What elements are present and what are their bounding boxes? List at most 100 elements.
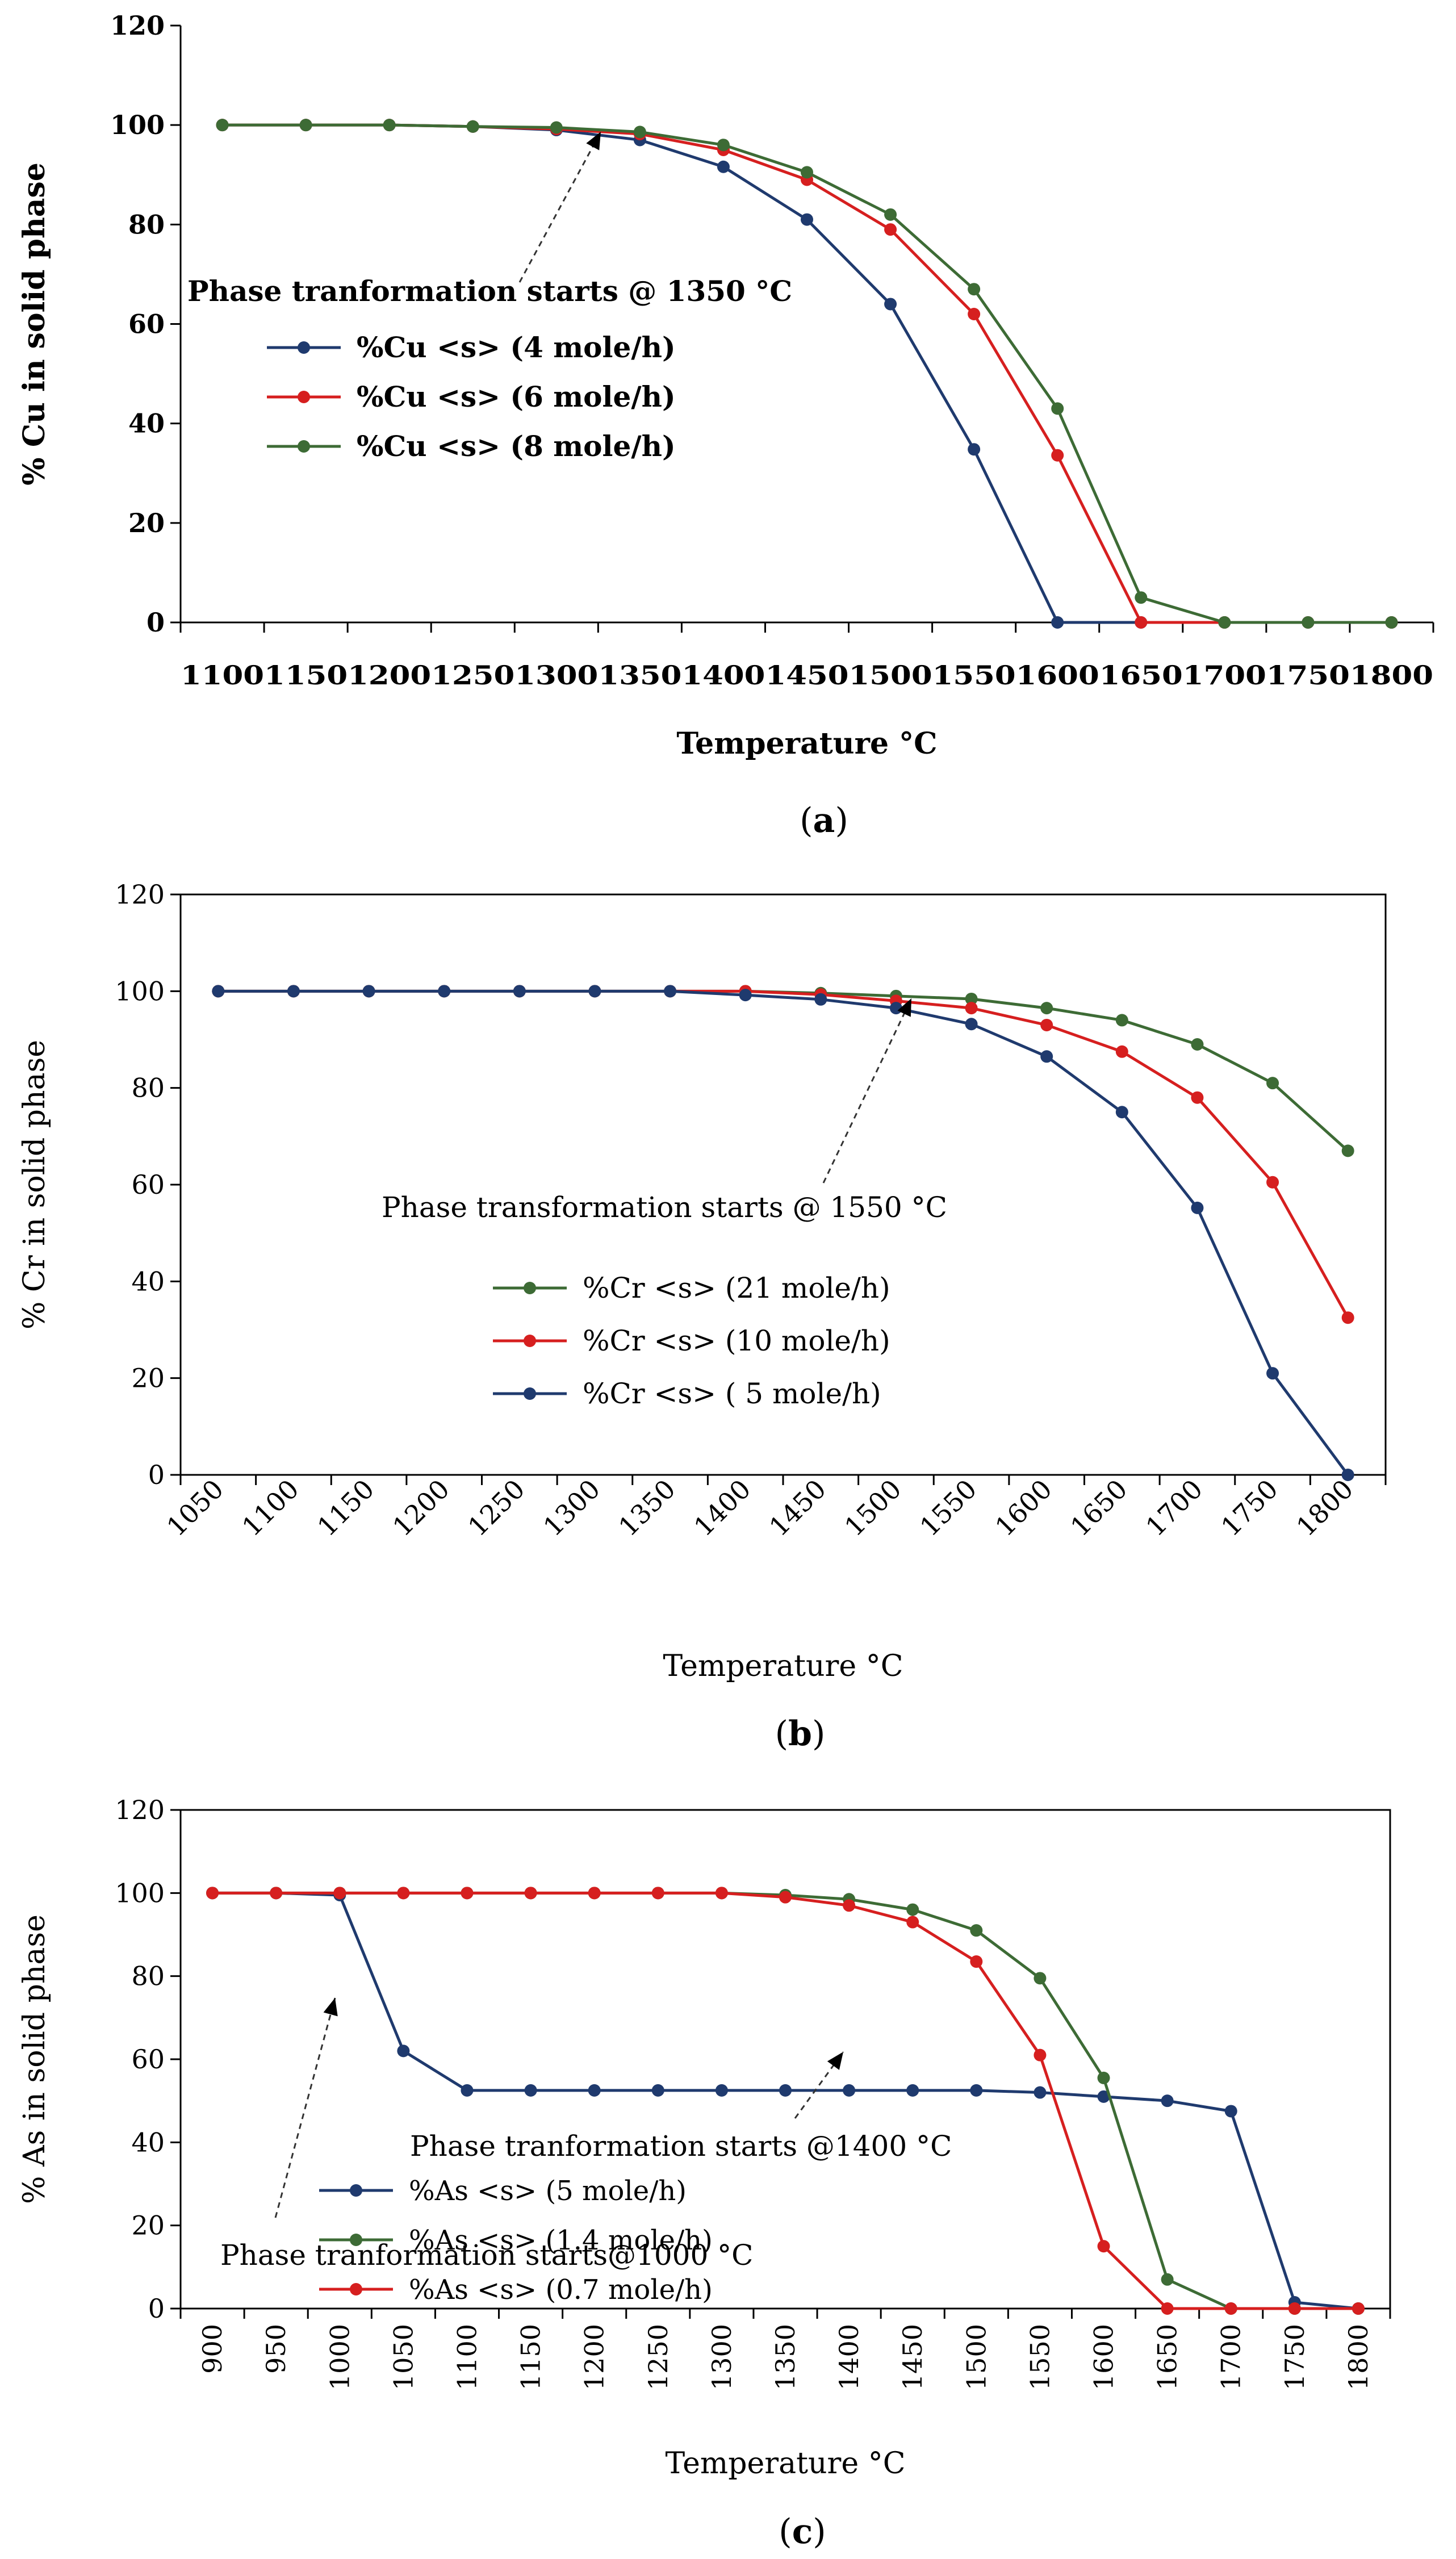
legend-marker xyxy=(350,2283,362,2295)
y-tick-label: 120 xyxy=(115,879,165,910)
data-point xyxy=(1266,1176,1279,1189)
data-point xyxy=(1341,1311,1354,1324)
x-tick-label: 1150 xyxy=(264,660,348,691)
plot-frame xyxy=(179,1809,1391,2310)
legend-item: %Cu <s> (4 mole/h) xyxy=(267,331,676,364)
y-tick-label: 40 xyxy=(131,1266,165,1297)
data-point xyxy=(970,1924,983,1937)
y-axis-label: % Cr in solid phase xyxy=(18,1040,52,1329)
data-point xyxy=(884,298,897,311)
data-point xyxy=(206,1887,219,1900)
x-tick-label: 1550 xyxy=(932,660,1016,691)
series-line xyxy=(218,989,1349,1476)
y-tick-label: 20 xyxy=(128,508,165,538)
x-tick-label: 1050 xyxy=(161,1474,229,1542)
data-point xyxy=(739,989,752,1002)
legend-marker xyxy=(350,2234,362,2246)
data-point xyxy=(1161,2094,1174,2108)
panel-label-letter: c xyxy=(792,2512,813,2552)
x-tick-label: 1400 xyxy=(681,660,765,691)
x-tick-label: 1450 xyxy=(765,660,848,691)
x-tick-label: 1600 xyxy=(989,1474,1058,1542)
x-tick-label: 1500 xyxy=(961,2324,991,2390)
y-tick-label: 20 xyxy=(131,2210,165,2241)
y-tick-label: 120 xyxy=(115,1795,165,1825)
legend-item: %Cr <s> (10 mole/h) xyxy=(493,1324,890,1357)
data-point xyxy=(397,2044,410,2058)
data-point xyxy=(968,443,981,456)
data-point xyxy=(1135,591,1148,604)
data-point xyxy=(1302,616,1315,629)
legend: %Cu <s> (4 mole/h) %Cu <s> (6 mole/h) %Cu … xyxy=(267,331,676,463)
x-tick-label: 1500 xyxy=(839,1474,907,1542)
data-point xyxy=(1385,616,1398,629)
x-tick-label: 1400 xyxy=(688,1474,756,1542)
legend-label: %Cr <s> (10 mole/h) xyxy=(583,1324,890,1357)
data-point xyxy=(216,119,229,132)
data-point xyxy=(1341,1144,1354,1157)
data-point xyxy=(715,1887,728,1900)
x-tick-label: 1350 xyxy=(598,660,681,691)
data-point xyxy=(1218,616,1231,629)
legend-label: %Cr <s> (21 mole/h) xyxy=(583,1272,890,1304)
annotation-arrowhead xyxy=(323,1998,338,2017)
legend-marker xyxy=(298,341,310,354)
series-2 xyxy=(216,119,1398,629)
data-point xyxy=(287,985,300,998)
legend-marker xyxy=(524,1335,536,1347)
legend-label: %Cu <s> (4 mole/h) xyxy=(357,331,676,364)
data-point xyxy=(1115,1106,1128,1119)
data-point xyxy=(513,985,526,998)
data-point xyxy=(843,1899,856,1912)
data-point xyxy=(1135,616,1148,629)
data-point xyxy=(906,1916,919,1929)
x-tick-label: 1700 xyxy=(1140,1474,1208,1542)
chart-c: 0 20 40 60 80 100 120 900 950 1000 1050 1100 1150 120… xyxy=(18,1795,1391,2552)
x-tick-label: 1250 xyxy=(431,660,514,691)
y-tick-label: 100 xyxy=(115,976,165,1006)
data-point xyxy=(1115,1045,1128,1058)
data-point xyxy=(550,121,563,134)
x-tick-label: 1200 xyxy=(387,1474,455,1542)
x-tick-label: 1400 xyxy=(834,2324,864,2390)
data-point xyxy=(588,985,601,998)
y-axis-label: % As in solid phase xyxy=(18,1914,52,2204)
data-point xyxy=(884,208,897,221)
data-point xyxy=(1040,1002,1053,1015)
panel-label: (b) xyxy=(775,1714,826,1754)
data-point xyxy=(814,993,827,1006)
data-point xyxy=(651,2084,664,2097)
x-tick-label: 1700 xyxy=(1216,2324,1246,2390)
annotation-arrow-line xyxy=(794,2051,844,2119)
data-point xyxy=(1341,1469,1354,1481)
x-axis-label: Temperature °C xyxy=(666,2447,906,2481)
y-tick-label: 60 xyxy=(128,309,165,340)
y-axis-label: % Cu in solid phase xyxy=(17,162,52,486)
data-point xyxy=(1224,2302,1237,2315)
data-point xyxy=(965,1002,978,1015)
data-point xyxy=(1191,1038,1204,1051)
legend-item: %As <s> (0.7 mole/h) xyxy=(319,2274,713,2306)
data-point xyxy=(1034,1972,1047,1985)
series-line xyxy=(222,123,1392,624)
data-point xyxy=(779,2084,792,2097)
data-point xyxy=(397,1887,410,1900)
annotation-text: Phase tranformation starts @1400 °C xyxy=(410,2130,952,2163)
panel-label: (c) xyxy=(779,2512,826,2552)
legend-marker xyxy=(524,1387,536,1400)
y-tick-label: 60 xyxy=(131,2044,165,2075)
data-point xyxy=(1115,1014,1128,1027)
series-3 xyxy=(216,119,1398,629)
data-point xyxy=(1161,2273,1174,2286)
x-tick-label: 1100 xyxy=(181,660,264,691)
x-tick-label: 1000 xyxy=(324,2324,355,2390)
annotation-text: Phase tranformation starts@1000 °C xyxy=(220,2239,753,2272)
data-point xyxy=(1161,2302,1174,2315)
panel-label-open: ( xyxy=(779,2512,792,2552)
x-tick-label: 1300 xyxy=(537,1474,606,1542)
series-1 xyxy=(216,119,1398,629)
legend-item: %Cu <s> (8 mole/h) xyxy=(267,429,676,463)
data-point xyxy=(1051,402,1064,415)
data-point xyxy=(212,985,225,998)
x-tick-label: 1800 xyxy=(1343,2324,1374,2390)
